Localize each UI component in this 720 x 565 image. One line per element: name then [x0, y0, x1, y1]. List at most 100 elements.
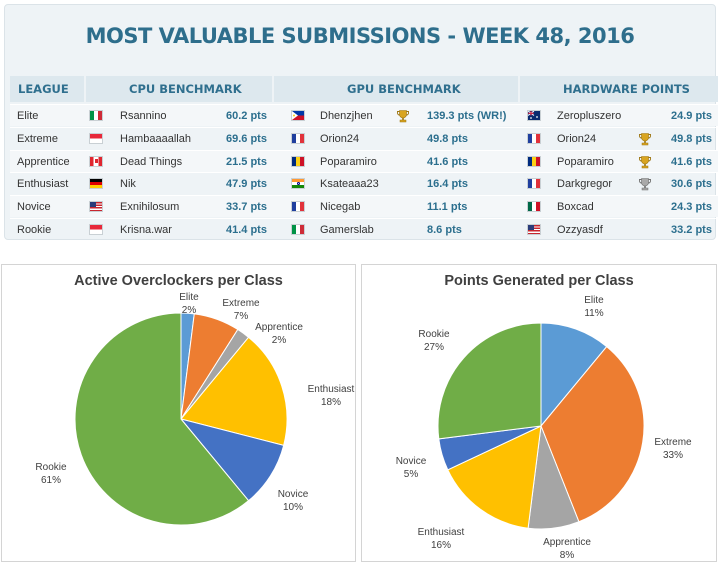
pie-label-value: 7%: [233, 311, 249, 322]
pie-label-category: Elite: [179, 292, 199, 303]
table-row: Elite Rsannino 60.2 pts Dhenzjhen 139.3 pts …: [10, 104, 718, 126]
gpu-user: Dhenzjhen: [320, 110, 373, 122]
chart-points-generated: Points Generated per Class Elite 11% Extre…: [361, 264, 717, 562]
pie-label-extreme: Extreme 33%: [633, 436, 713, 462]
hw-flag-icon: [527, 178, 541, 190]
pie-label-category: Rookie: [418, 329, 450, 340]
pie-label-enthusiast: Enthusiast 18%: [291, 383, 371, 409]
league-name: Extreme: [17, 132, 58, 145]
pie-label-value: 33%: [662, 450, 683, 461]
pie-label-apprentice: Apprentice 2%: [239, 321, 319, 347]
league-name: Rookie: [17, 224, 52, 236]
pie-label-category: Elite: [584, 295, 604, 306]
hw-flag-icon: [527, 155, 541, 167]
pie-label-apprentice: Apprentice 8%: [527, 536, 607, 562]
hdr-gpu-bg: GPU BENCHMARK: [274, 76, 518, 102]
hdr-league-bg: LEAGUE: [10, 76, 84, 102]
hw-user: Orion24: [557, 132, 597, 145]
league-name: Enthusiast: [17, 178, 69, 191]
pie-chart-active: [74, 312, 288, 526]
pie-slice-extreme: [540, 345, 645, 523]
gpu-flag-icon: [291, 201, 305, 213]
trophy-icon: [639, 155, 651, 168]
pie-label-value: 2%: [181, 305, 197, 316]
trophy-icon: [639, 132, 651, 146]
cpu-user: Dead Things: [120, 155, 183, 168]
header-hw: HARDWARE POINTS: [563, 82, 690, 96]
pie-label-value: 10%: [282, 502, 303, 513]
hw-user: Ozzyasdf: [557, 224, 603, 236]
cpu-flag-icon: [89, 224, 103, 235]
pie-label-elite: Elite 2%: [149, 291, 229, 317]
cpu-flag-icon: [89, 155, 103, 167]
pie-label-category: Novice: [395, 456, 427, 467]
gpu-flag-icon: [291, 224, 305, 235]
pie-label-category: Extreme: [222, 298, 260, 309]
gpu-user: Nicegab: [320, 201, 361, 214]
gpu-pts: 41.6 pts: [427, 155, 468, 168]
pie-label-rookie: Rookie 27%: [394, 328, 474, 354]
table-row: Novice Exnihilosum 33.7 pts Nicegab 11.1 pts…: [10, 195, 718, 218]
table-row: Apprentice Dead Things 21.5 pts Poparamiro 4…: [10, 149, 718, 172]
pie-chart-points: [437, 322, 645, 530]
gpu-flag-icon: [291, 110, 305, 121]
hw-flag-icon: [527, 201, 541, 213]
trophy-icon: [639, 178, 651, 191]
cpu-user: Hambaaaallah: [120, 132, 191, 145]
pie-slice-enthusiast: [447, 425, 542, 529]
header-cpu: CPU BENCHMARK: [129, 82, 242, 96]
pie-label-value: 5%: [403, 469, 419, 480]
hw-flag-icon: [527, 132, 541, 144]
gpu-pts: 49.8 pts: [427, 132, 468, 145]
pie-label-category: Enthusiast: [307, 384, 355, 395]
cpu-flag-icon: [89, 110, 103, 121]
hw-flag-icon: [527, 224, 541, 235]
hw-pts: 24.3 pts: [671, 201, 712, 214]
pie-label-value: 8%: [559, 550, 575, 561]
cpu-pts: 41.4 pts: [226, 224, 267, 236]
panel-title: MOST VALUABLE SUBMISSIONS - WEEK 48, 201…: [85, 24, 635, 48]
cpu-pts: 69.6 pts: [226, 132, 267, 145]
hdr-cpu-bg: CPU BENCHMARK: [86, 76, 272, 102]
pie-label-novice: Novice 10%: [253, 488, 333, 514]
cpu-pts: 60.2 pts: [226, 110, 267, 122]
gpu-pts: 139.3 pts (WR!): [427, 110, 507, 122]
pie-label-value: 18%: [320, 397, 341, 408]
header-league: LEAGUE: [18, 82, 69, 96]
gpu-flag-icon: [291, 155, 305, 167]
pie-label-category: Extreme: [654, 437, 692, 448]
gpu-user: Orion24: [320, 132, 360, 145]
pie-label-enthusiast: Enthusiast 16%: [401, 526, 481, 552]
league-name: Novice: [17, 201, 51, 214]
cpu-flag-icon: [89, 178, 103, 190]
league-name: Apprentice: [17, 155, 70, 168]
cpu-user: Exnihilosum: [120, 201, 180, 214]
pie-label-value: 11%: [584, 308, 604, 319]
cpu-pts: 47.9 pts: [226, 178, 267, 191]
table-row: Enthusiast Nik 47.9 pts Ksateaaa23 16.4 pts D…: [10, 172, 718, 194]
cpu-flag-icon: [89, 201, 103, 213]
pie-label-extreme: Extreme 7%: [201, 297, 281, 323]
pie-label-value: 27%: [423, 342, 444, 353]
pie-slice-rookie: [437, 322, 542, 440]
cpu-flag-icon: [89, 132, 103, 144]
hw-pts: 41.6 pts: [671, 155, 712, 168]
trophy-icon: [397, 110, 409, 123]
hdr-hw-bg: HARDWARE POINTS: [520, 76, 718, 102]
chart-active-overclockers: Active Overclockers per Class Elite 2% Ext…: [1, 264, 356, 562]
hw-pts: 24.9 pts: [671, 110, 712, 122]
hw-user: Zeropluszero: [557, 110, 622, 122]
cpu-user: Nik: [120, 178, 136, 191]
pie-label-value: 16%: [430, 540, 451, 551]
pie-slice-enthusiast: [180, 336, 288, 446]
pie-label-elite: Elite 11%: [554, 294, 634, 320]
pie-label-value: 61%: [40, 475, 61, 486]
chart-title-2: Points Generated per Class: [444, 273, 634, 289]
hw-pts: 30.6 pts: [671, 178, 712, 191]
table-row: Rookie Krisna.war 41.4 pts Gamerslab 8.6 pts…: [10, 218, 718, 240]
gpu-user: Poparamiro: [320, 155, 377, 168]
cpu-user: Krisna.war: [120, 224, 172, 236]
pie-label-rookie: Rookie 61%: [11, 461, 91, 487]
hw-flag-icon: [527, 110, 541, 121]
mvs-panel: MOST VALUABLE SUBMISSIONS - WEEK 48, 201…: [4, 4, 718, 240]
